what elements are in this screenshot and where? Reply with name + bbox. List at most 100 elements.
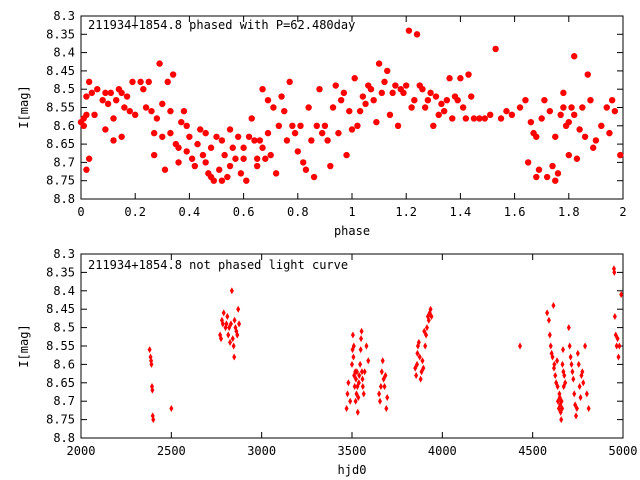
- data-point: [481, 115, 488, 122]
- y-axis-label: I[mag]: [17, 85, 31, 128]
- data-point: [533, 133, 540, 140]
- data-point: [377, 390, 382, 398]
- data-point: [94, 86, 101, 93]
- data-point: [240, 144, 247, 151]
- data-point: [378, 382, 383, 390]
- y-tick-label: 8.65: [46, 137, 75, 151]
- data-point: [612, 313, 617, 321]
- data-point: [291, 129, 299, 137]
- data-point: [546, 107, 554, 115]
- data-point: [518, 342, 523, 350]
- data-point: [576, 360, 581, 368]
- data-point: [414, 371, 419, 379]
- data-point: [574, 405, 579, 413]
- data-point: [202, 129, 209, 137]
- y-tick-label: 8.6: [53, 357, 75, 371]
- data-point: [356, 107, 364, 115]
- y-tick-label: 8.8: [53, 192, 75, 206]
- data-point: [470, 115, 478, 122]
- data-point: [354, 368, 359, 376]
- data-point: [340, 89, 348, 97]
- data-point: [559, 416, 564, 424]
- data-point: [360, 375, 365, 383]
- data-point: [218, 177, 226, 184]
- data-point: [553, 371, 558, 379]
- data-point: [221, 151, 228, 159]
- data-point: [351, 353, 356, 361]
- data-point: [85, 155, 93, 162]
- y-tick-label: 8.65: [46, 376, 75, 390]
- data-point: [562, 371, 567, 379]
- y-tick-label: 8.55: [46, 101, 75, 115]
- data-point: [552, 360, 557, 368]
- data-point: [145, 78, 152, 86]
- data-point: [415, 349, 420, 357]
- phased-light-curve-panel: 8.3 8.35 8.4 8.45 8.5 8.55 8.6 8.65 8.7 8.75 8.8 0…: [17, 9, 627, 238]
- data-point: [571, 375, 576, 383]
- data-point: [443, 96, 451, 104]
- data-point: [560, 360, 565, 368]
- data-point: [118, 133, 125, 140]
- data-point: [545, 309, 550, 317]
- data-point: [80, 122, 87, 129]
- data-point: [253, 162, 261, 170]
- data-point: [446, 75, 453, 82]
- data-point: [228, 338, 233, 346]
- data-point: [226, 331, 231, 339]
- data-point: [619, 290, 624, 298]
- data-point: [321, 122, 329, 129]
- data-point: [213, 133, 220, 140]
- data-point: [428, 305, 433, 313]
- data-point: [578, 394, 583, 402]
- data-point: [424, 324, 429, 332]
- y-axis-label: I[mag]: [17, 324, 31, 367]
- data-point: [508, 111, 516, 119]
- data-point: [248, 115, 255, 122]
- data-point: [207, 173, 215, 181]
- y-tick-label: 8.4: [53, 284, 75, 298]
- data-point: [294, 148, 301, 155]
- data-point: [259, 86, 266, 93]
- x-tick-label: 0: [77, 205, 84, 219]
- data-point: [608, 96, 616, 104]
- data-point: [617, 151, 624, 159]
- data-point: [345, 390, 350, 398]
- data-point: [503, 107, 510, 115]
- data-point: [381, 78, 388, 86]
- data-point: [497, 115, 505, 122]
- data-point: [118, 89, 125, 97]
- data-point: [535, 166, 543, 173]
- data-point: [289, 122, 296, 129]
- chart-title: 211934+1854.8 phased with P=62.480day: [88, 18, 355, 32]
- data-point: [462, 115, 470, 122]
- data-point: [580, 368, 585, 376]
- data-point: [420, 357, 425, 365]
- data-point: [358, 360, 363, 368]
- x-tick-label: 0.6: [233, 205, 255, 219]
- data-point: [83, 93, 90, 100]
- data-point: [552, 133, 559, 140]
- data-point: [557, 111, 564, 119]
- data-point: [362, 368, 367, 376]
- data-point: [438, 100, 445, 108]
- data-point: [357, 371, 362, 379]
- data-point: [324, 137, 331, 144]
- data-point: [359, 327, 364, 335]
- x-tick-label: 1.4: [450, 205, 472, 219]
- data-point: [313, 122, 320, 129]
- data-point: [533, 173, 540, 181]
- data-point: [259, 144, 266, 151]
- data-point: [380, 357, 385, 365]
- data-point: [571, 53, 578, 60]
- data-point: [568, 104, 575, 111]
- data-point: [156, 60, 163, 67]
- data-point: [275, 122, 283, 129]
- data-point: [159, 100, 166, 108]
- data-point: [492, 45, 499, 53]
- data-point: [194, 140, 201, 148]
- data-point: [104, 100, 112, 108]
- data-point: [429, 313, 434, 321]
- data-point: [354, 122, 361, 129]
- data-point: [573, 155, 581, 162]
